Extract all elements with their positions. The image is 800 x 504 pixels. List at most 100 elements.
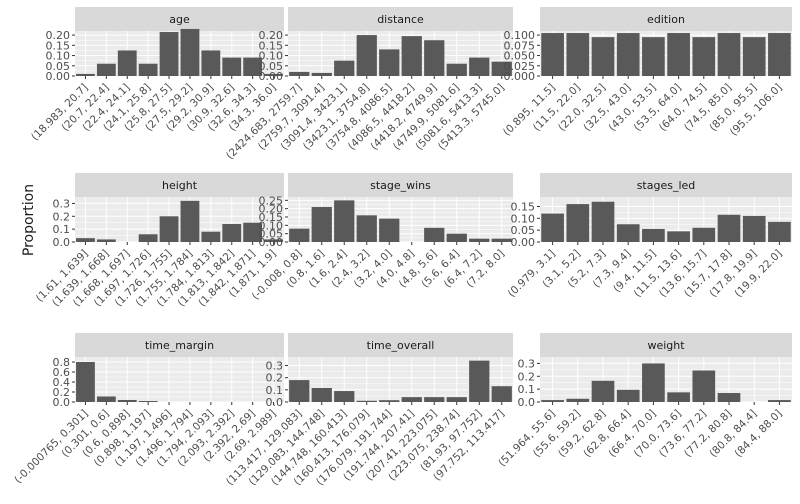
bar xyxy=(768,221,791,242)
facet-edition: edition0.0000.0250.0500.0750.100(0.895, … xyxy=(501,7,792,138)
bar xyxy=(289,228,310,242)
facet-strip xyxy=(75,7,284,31)
facet-strip xyxy=(288,7,513,31)
y-tick-label: 0.1 xyxy=(266,384,284,397)
bar xyxy=(491,238,512,242)
facet-title: stage_wins xyxy=(370,179,431,192)
facet-strip xyxy=(75,333,284,357)
facet-title: time_margin xyxy=(145,339,214,352)
bar xyxy=(692,227,716,242)
facet-title: stages_led xyxy=(637,179,696,192)
bar xyxy=(424,40,445,76)
bar xyxy=(180,200,200,242)
bar xyxy=(117,50,137,76)
bar xyxy=(692,37,716,76)
y-tick-label: 0.075 xyxy=(504,39,536,52)
bar xyxy=(616,33,640,76)
bar xyxy=(334,391,355,402)
bar xyxy=(424,397,445,402)
bar xyxy=(469,360,490,402)
bar xyxy=(491,61,512,76)
bar xyxy=(446,397,467,402)
y-tick-label: 0.4 xyxy=(53,376,71,389)
bar xyxy=(446,233,467,242)
y-tick-label: 0.10 xyxy=(46,50,71,63)
facet-strip xyxy=(540,173,792,197)
y-tick-label: 0.00 xyxy=(259,236,284,249)
y-tick-label: 0.3 xyxy=(53,197,71,210)
bar xyxy=(616,224,640,242)
bar xyxy=(616,389,640,402)
bar xyxy=(96,63,116,76)
facet-title: height xyxy=(162,179,198,192)
facet-strip xyxy=(288,173,513,197)
y-tick-label: 0.2 xyxy=(53,210,71,223)
y-tick-label: 0.000 xyxy=(504,70,536,83)
y-tick-label: 0.05 xyxy=(46,60,71,73)
bar xyxy=(311,388,332,402)
bar xyxy=(159,216,179,242)
plot-panel xyxy=(540,357,792,402)
y-tick-label: 0.2 xyxy=(53,386,71,399)
bar xyxy=(334,60,355,76)
y-tick-label: 0.8 xyxy=(53,356,71,369)
bar xyxy=(334,200,355,242)
bar xyxy=(742,37,766,76)
bar xyxy=(159,32,179,76)
bar xyxy=(76,362,95,402)
y-tick-label: 0.20 xyxy=(259,29,284,42)
y-tick-label: 0.0 xyxy=(53,236,71,249)
bar xyxy=(541,213,564,242)
bar xyxy=(356,215,377,242)
bar xyxy=(642,37,665,76)
bar xyxy=(742,215,766,242)
bar xyxy=(692,370,716,402)
bar xyxy=(201,231,221,242)
facet-strip xyxy=(540,7,792,31)
bar xyxy=(138,401,158,402)
y-tick-label: 0.050 xyxy=(504,50,536,63)
facet-stage_wins: stage_wins0.000.050.100.150.200.25(-0.00… xyxy=(250,173,513,302)
facet-title: distance xyxy=(377,13,424,26)
bar xyxy=(424,227,445,242)
bar xyxy=(566,33,590,76)
bar xyxy=(243,57,263,76)
bar xyxy=(289,71,310,76)
y-tick-label: 0.05 xyxy=(259,228,284,241)
bar xyxy=(717,393,741,402)
bar xyxy=(201,50,221,76)
y-tick-label: 0.20 xyxy=(259,203,284,216)
y-tick-label: 0.10 xyxy=(259,50,284,63)
bar xyxy=(311,207,332,242)
bar xyxy=(138,63,158,76)
y-tick-label: 0.00 xyxy=(259,70,284,83)
y-tick-label: 0.15 xyxy=(46,39,71,52)
facet-strip xyxy=(540,333,792,357)
bar xyxy=(356,35,377,76)
y-tick-label: 0.00 xyxy=(46,70,71,83)
y-axis-label: Proportion xyxy=(21,184,37,256)
bar xyxy=(96,239,116,242)
y-tick-label: 0.2 xyxy=(266,372,284,385)
y-tick-label: 0.0 xyxy=(518,396,536,409)
bar xyxy=(264,239,283,242)
facet-title: time_overall xyxy=(367,339,435,352)
bar xyxy=(311,72,332,76)
bar xyxy=(591,201,615,242)
bar xyxy=(76,238,95,242)
y-tick-label: 0.3 xyxy=(518,357,536,370)
bar xyxy=(642,228,665,242)
y-tick-label: 0.15 xyxy=(259,211,284,224)
bar xyxy=(566,204,590,242)
bar xyxy=(222,224,242,242)
bar xyxy=(117,400,137,402)
y-tick-label: 0.20 xyxy=(46,29,71,42)
bar xyxy=(379,49,400,76)
y-tick-label: 0.25 xyxy=(259,194,284,207)
